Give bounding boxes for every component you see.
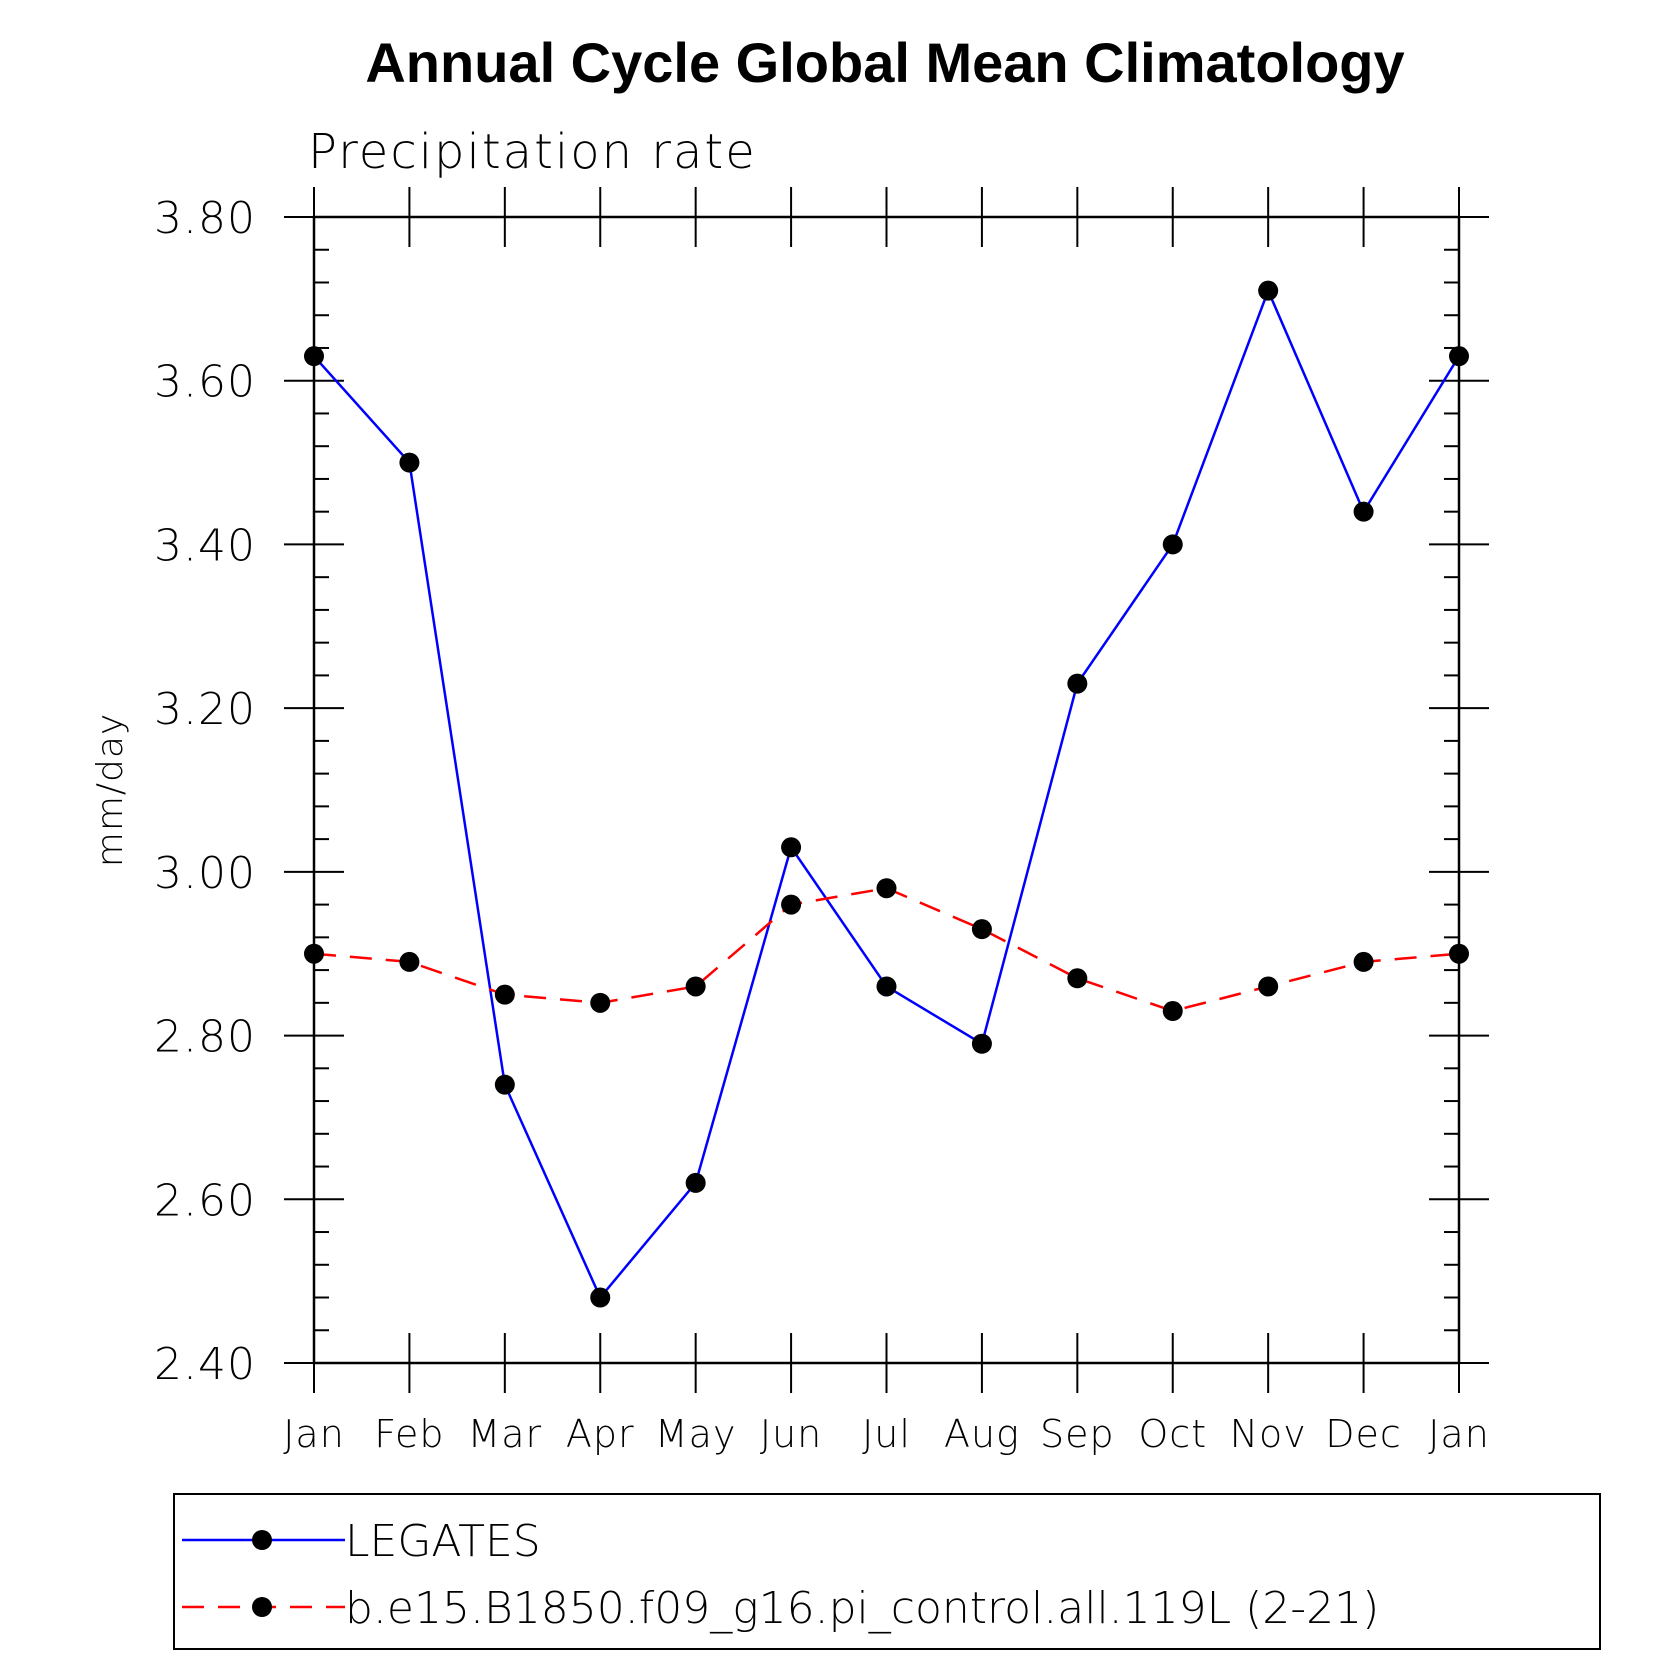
y-axis-label: mm/day bbox=[90, 713, 131, 867]
x-tick-label: Mar bbox=[467, 1412, 542, 1456]
x-tick-label: Jun bbox=[760, 1412, 822, 1456]
series-1-point bbox=[876, 878, 897, 899]
series-1-point bbox=[1162, 1001, 1183, 1022]
series-0-point bbox=[781, 837, 802, 858]
y-axis-ticks: 2.40 2.60 2.80 3.00 3.20 3.40 3.60 3.80 bbox=[154, 193, 1489, 1390]
x-tick-label: Aug bbox=[944, 1412, 1020, 1456]
series-1-point bbox=[781, 894, 802, 915]
y-tick-label: 2.40 bbox=[154, 1339, 256, 1390]
series-0-point bbox=[1162, 534, 1183, 555]
x-tick-label: May bbox=[655, 1412, 737, 1456]
plot-frame bbox=[312, 215, 1461, 1365]
series-0-point bbox=[685, 1172, 706, 1193]
series-0-point bbox=[1449, 346, 1469, 367]
y-tick-label: 2.80 bbox=[154, 1012, 256, 1063]
series-1-point bbox=[590, 992, 611, 1013]
x-tick-label: Jan bbox=[283, 1412, 345, 1456]
series-layer bbox=[304, 280, 1469, 1308]
series-0-point bbox=[1067, 673, 1088, 694]
plot-border bbox=[312, 215, 1461, 1365]
series-1-point bbox=[1258, 976, 1279, 997]
series-line-0 bbox=[313, 287, 1461, 1300]
series-1-point bbox=[1067, 968, 1088, 989]
legend-label-0: LEGATES bbox=[345, 1516, 541, 1567]
series-0-point bbox=[304, 346, 324, 367]
y-tick-label: 3.60 bbox=[154, 357, 256, 408]
y-tick-label: 3.20 bbox=[154, 684, 256, 735]
legend-marker-1 bbox=[252, 1597, 272, 1617]
series-0-point bbox=[1258, 280, 1279, 301]
series-1-point bbox=[494, 984, 515, 1005]
series-0-point bbox=[494, 1074, 515, 1095]
series-1-point bbox=[971, 919, 992, 940]
x-tick-label: Jan bbox=[1428, 1412, 1490, 1456]
x-tick-label: Nov bbox=[1230, 1412, 1307, 1456]
series-1-point bbox=[1449, 943, 1469, 964]
legend-box bbox=[173, 1493, 1601, 1650]
series-0-point bbox=[1353, 501, 1374, 522]
x-axis-ticks: Jan Feb Mar Apr May Jun Jul Aug Sep Oct Nov Dec Jan bbox=[283, 187, 1490, 1456]
series-1-point bbox=[685, 976, 706, 997]
x-tick-label: Apr bbox=[566, 1412, 635, 1456]
y-tick-label: 3.80 bbox=[154, 193, 256, 244]
x-tick-label: Sep bbox=[1040, 1412, 1115, 1456]
y-tick-label: 3.40 bbox=[154, 520, 256, 571]
x-tick-label: Feb bbox=[374, 1412, 444, 1456]
chart-title: Annual Cycle Global Mean Climatology bbox=[365, 31, 1404, 94]
series-0-point bbox=[971, 1033, 992, 1054]
series-1-point bbox=[1353, 951, 1374, 972]
series-1-point bbox=[399, 951, 420, 972]
legend-marker-0 bbox=[252, 1530, 272, 1550]
chart-subtitle: Precipitation rate bbox=[308, 124, 757, 180]
x-tick-label: Dec bbox=[1325, 1412, 1402, 1456]
y-tick-label: 2.60 bbox=[154, 1175, 256, 1226]
series-0-point bbox=[876, 976, 897, 997]
series-0-point bbox=[590, 1287, 611, 1308]
y-tick-label: 3.00 bbox=[154, 848, 256, 899]
series-0-point bbox=[399, 452, 420, 473]
legend: LEGATES b.e15.B1850.f09_g16.pi_control.al… bbox=[173, 1493, 1601, 1650]
legend-label-1: b.e15.B1850.f09_g16.pi_control.all.119L … bbox=[345, 1583, 1379, 1634]
x-tick-label: Jul bbox=[862, 1412, 911, 1456]
series-1-point bbox=[304, 943, 324, 964]
x-tick-label: Oct bbox=[1138, 1412, 1207, 1456]
